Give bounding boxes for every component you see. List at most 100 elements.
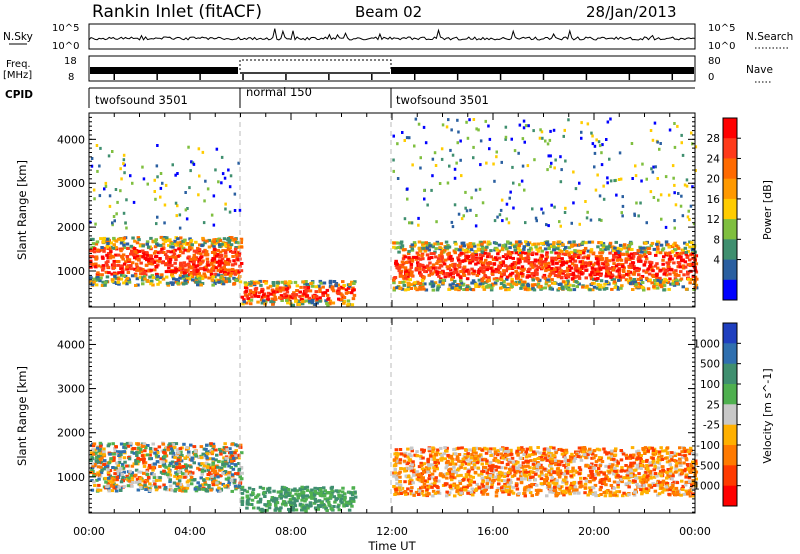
power-cell (684, 252, 689, 256)
power-cell (580, 136, 583, 140)
power-cell (435, 272, 440, 276)
power-cell (687, 209, 690, 213)
power-cell (199, 260, 203, 264)
velocity-cell (120, 462, 125, 466)
power-cell (409, 265, 413, 269)
velocity-cell (312, 493, 317, 497)
power-cell (409, 287, 413, 290)
velocity-cell (106, 481, 110, 485)
power-cell (300, 300, 305, 304)
velocity-cell (118, 488, 123, 492)
power-cell (621, 265, 625, 269)
velocity-cell (114, 489, 119, 493)
power-cell (297, 303, 302, 306)
power-cell (213, 242, 217, 246)
power-cell (453, 240, 457, 244)
power-cell (149, 268, 153, 272)
velocity-cell (323, 505, 327, 509)
power-cell (222, 265, 226, 269)
power-cell (659, 193, 663, 197)
power-cell (545, 251, 549, 255)
power-cell (187, 145, 190, 149)
power-cell (494, 256, 498, 260)
velocity-cell (90, 479, 94, 482)
power-cell (633, 267, 637, 271)
velocity-cell (102, 463, 107, 466)
power-cell (657, 198, 660, 202)
power-cell (470, 267, 474, 271)
velocity-cell (139, 447, 143, 451)
power-cell (686, 215, 690, 219)
power-cell (408, 221, 411, 225)
velocity-cell (168, 442, 172, 446)
velocity-cell (599, 493, 603, 496)
power-cell (472, 244, 477, 248)
velocity-cell (144, 488, 148, 491)
power-cell (607, 245, 611, 249)
velocity-cell (199, 476, 203, 480)
velocity-cell (172, 481, 177, 485)
velocity-cell (246, 501, 250, 505)
velocity-cell (230, 489, 234, 493)
velocity-cell (95, 478, 99, 482)
velocity-cell (122, 450, 126, 454)
power-cell (589, 277, 594, 281)
power-cell (208, 263, 212, 267)
velocity-cell (245, 506, 249, 510)
velocity-cell (558, 487, 562, 491)
power-cell (656, 177, 659, 180)
power-cell (158, 280, 162, 284)
power-cell (439, 252, 444, 256)
velocity-cell (142, 457, 146, 461)
power-cell (436, 242, 440, 246)
freq-frame (88, 55, 696, 82)
power-cell (456, 141, 459, 145)
power-cell (480, 242, 484, 246)
velocity-cell (674, 464, 679, 468)
velocity-cell (480, 482, 484, 486)
power-cell (448, 255, 453, 259)
power-cell (249, 298, 254, 302)
power-cell (476, 247, 481, 251)
power-cell (568, 283, 572, 287)
velocity-cell (510, 489, 514, 493)
velocity-cell (111, 480, 115, 484)
power-cell (681, 214, 685, 218)
power-cell (125, 226, 128, 230)
power-cell (551, 281, 555, 285)
power-cell (598, 194, 602, 198)
power-cell (610, 278, 615, 281)
velocity-cell (174, 462, 179, 466)
power-cell (475, 258, 479, 262)
velocity-cell (131, 447, 136, 450)
power-cell (133, 267, 137, 271)
velocity-cell (181, 465, 186, 468)
power-cell (422, 125, 426, 129)
velocity-cell (206, 465, 210, 469)
power-cell (655, 242, 659, 246)
power-cell (156, 215, 159, 219)
velocity-cell (210, 452, 214, 456)
velocity-cell (117, 454, 121, 457)
power-cell (573, 243, 578, 247)
velocity-cell (230, 473, 235, 477)
nsearch-tick-bottom: 10^0 (708, 41, 735, 52)
velocity-cell (334, 489, 339, 493)
power-cell (554, 158, 557, 162)
power-cell (526, 270, 531, 274)
velocity-cell (453, 476, 457, 480)
power-cell (625, 272, 629, 276)
power-cell (164, 183, 168, 187)
power-cell (484, 258, 488, 262)
power-cell (656, 266, 660, 270)
velocity-cell (653, 489, 658, 493)
power-cell (96, 277, 100, 281)
velocity-cell (298, 492, 302, 496)
power-cell (528, 287, 532, 291)
velocity-cell (152, 473, 156, 477)
power-cell (550, 267, 554, 270)
power-cell (96, 275, 100, 279)
power-cell (597, 255, 601, 259)
power-cell (547, 268, 551, 272)
nsky-trace (88, 28, 696, 41)
